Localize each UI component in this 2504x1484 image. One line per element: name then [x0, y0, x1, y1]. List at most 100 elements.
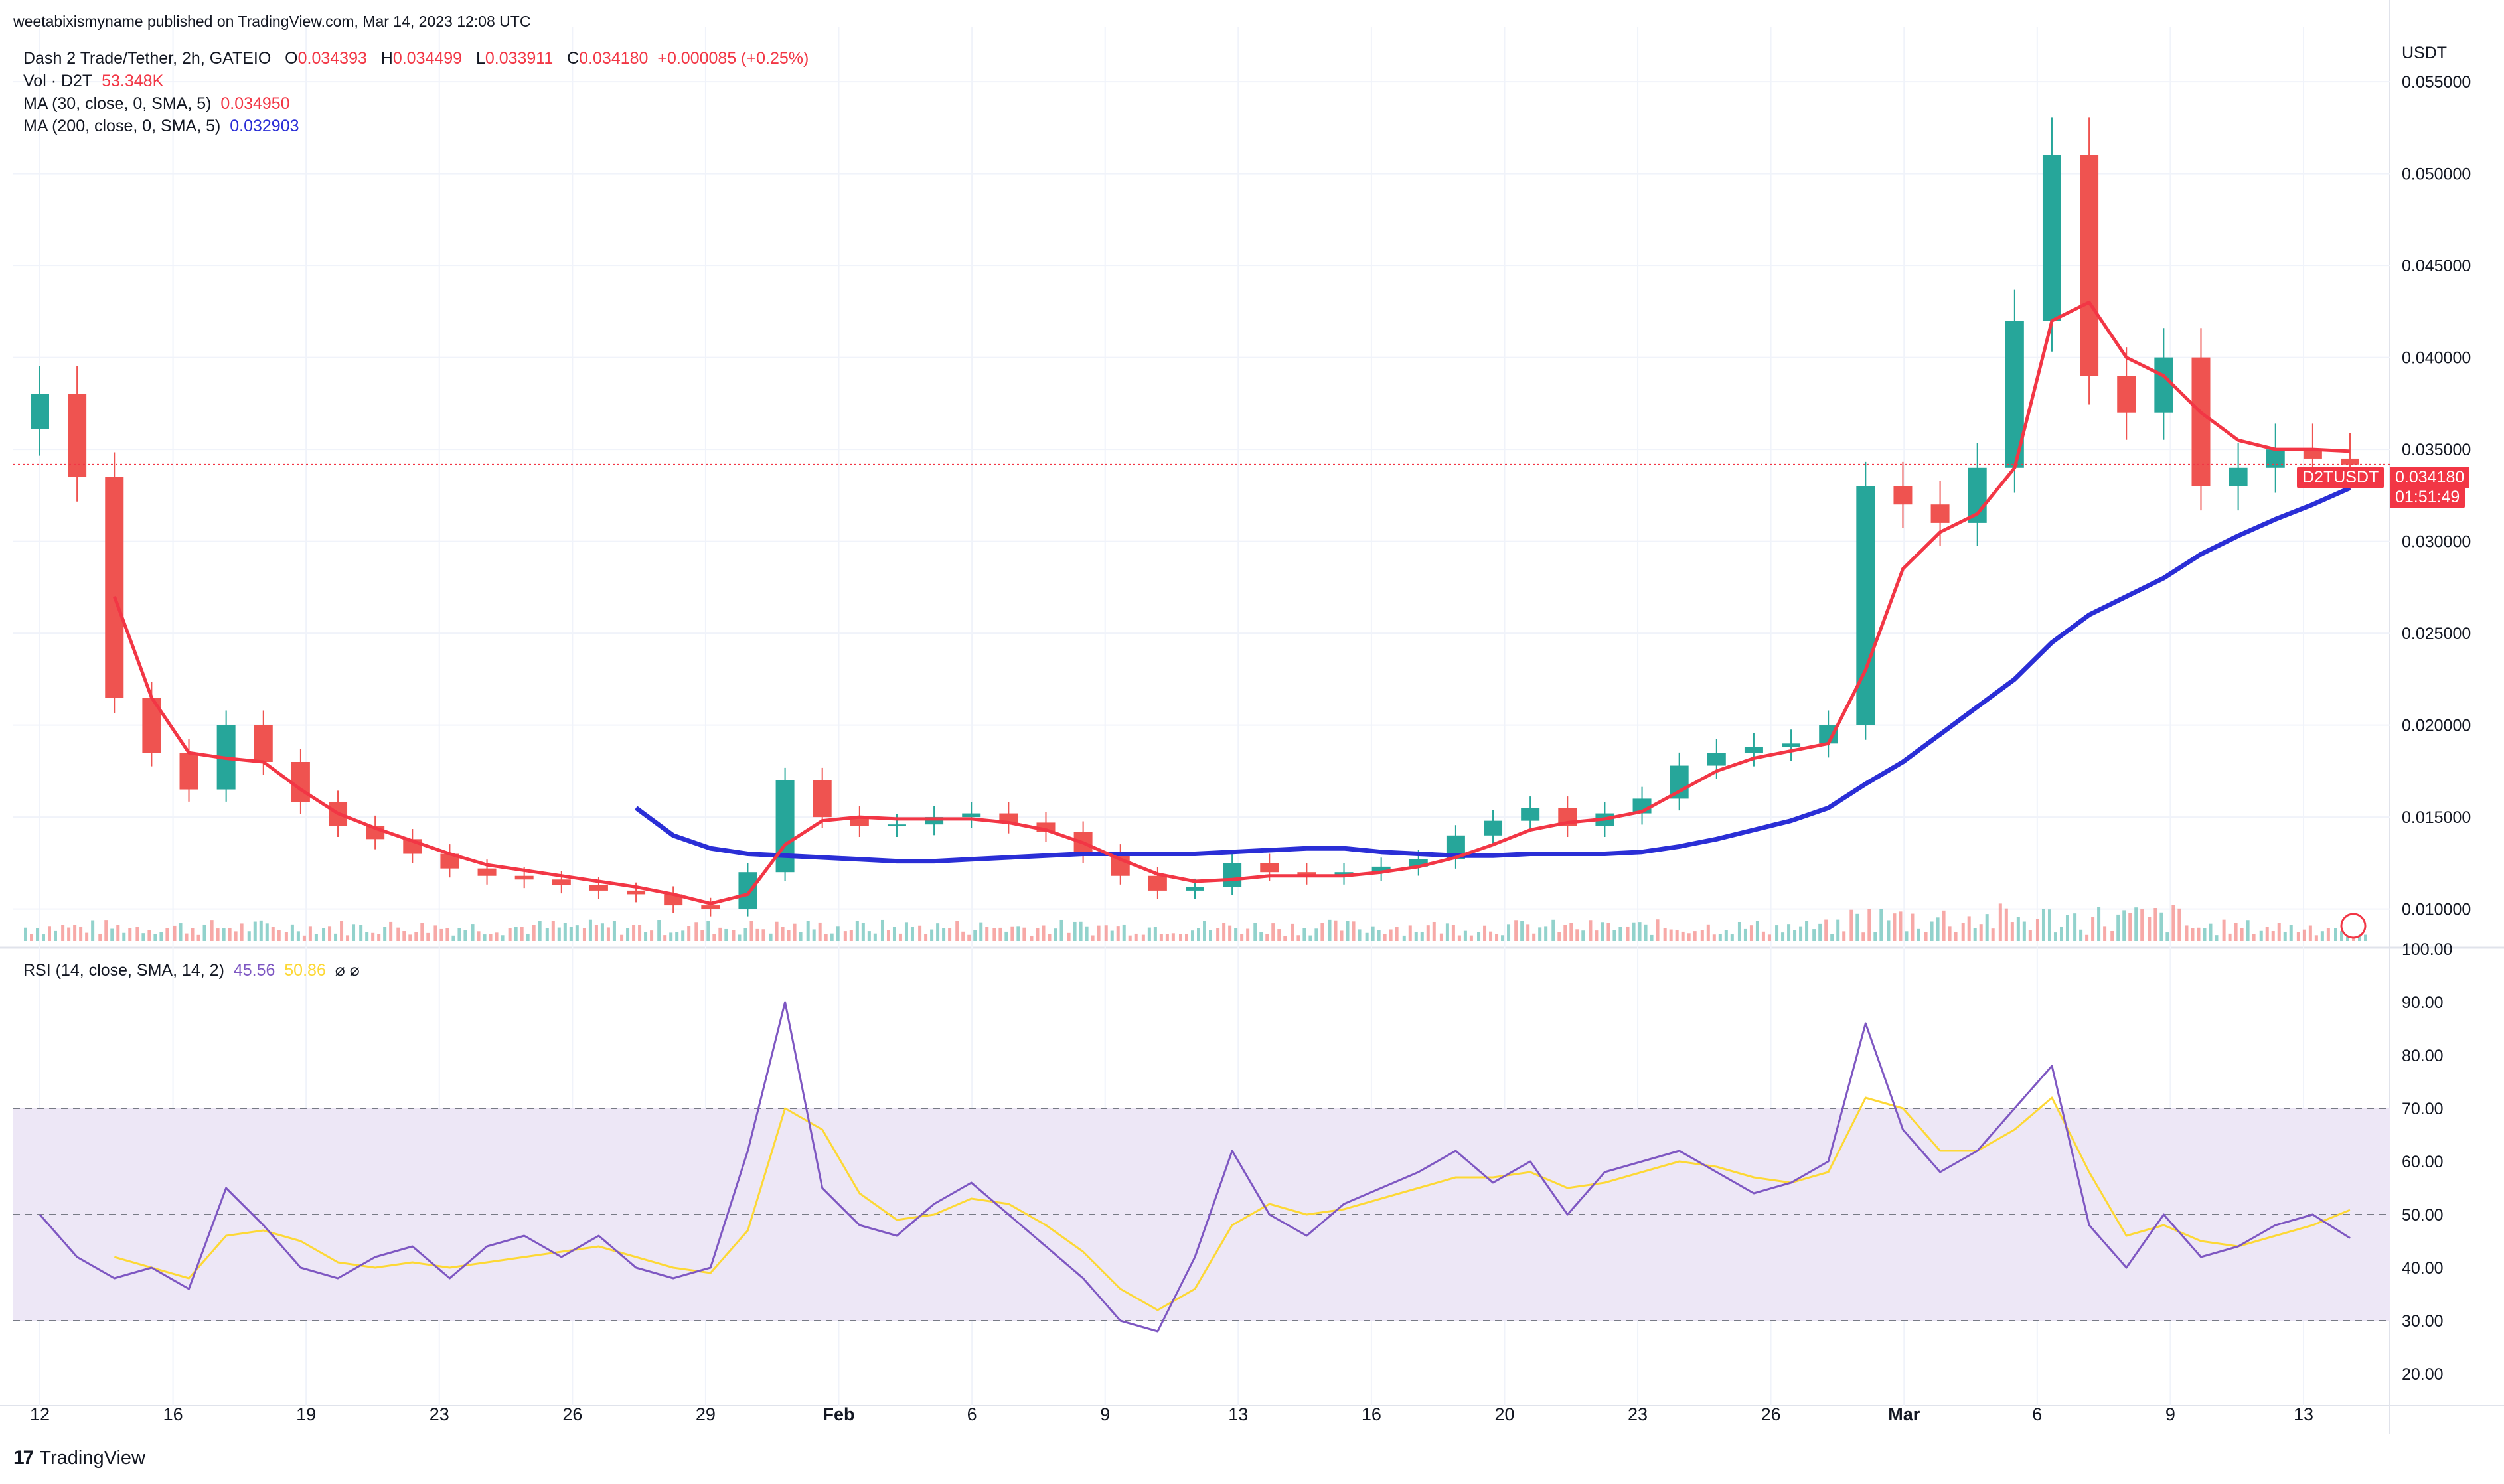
- volume-bar: [1489, 931, 1493, 941]
- volume-bar: [1824, 919, 1828, 941]
- time-tick-label: 12: [30, 1404, 50, 1424]
- volume-bar: [1887, 920, 1891, 941]
- volume-bar: [1445, 923, 1449, 941]
- volume-bar: [2203, 928, 2207, 941]
- rsi-ma-value: 50.86: [284, 961, 326, 980]
- visibility-icons[interactable]: ⌀ ⌀: [335, 961, 360, 980]
- volume-bar: [1563, 925, 1567, 941]
- volume-bar: [61, 925, 65, 941]
- current-price-tag: 0.034180: [2390, 467, 2470, 488]
- ohlc-low: 0.033911: [485, 49, 554, 68]
- volume-bar: [2148, 917, 2152, 941]
- volume-bar: [761, 929, 765, 941]
- candle-body: [440, 853, 459, 869]
- volume-bar: [638, 925, 642, 941]
- volume-bar: [79, 926, 83, 941]
- volume-value: 53.348K: [102, 72, 164, 90]
- volume-bar: [1097, 925, 1101, 941]
- volume-bar: [1532, 933, 1536, 941]
- volume-bar: [2116, 914, 2120, 941]
- ma200-legend: MA (200, close, 0, SMA, 5) 0.032903: [23, 117, 299, 135]
- rsi-tick-label: 60.00: [2402, 1153, 2444, 1171]
- volume-bar: [1128, 935, 1132, 941]
- volume-bar: [389, 921, 393, 941]
- volume-bar: [1334, 920, 1338, 941]
- volume-bar: [1246, 928, 1250, 941]
- volume-bar: [2302, 929, 2306, 941]
- volume-bar: [1328, 919, 1332, 941]
- volume-bar: [1575, 929, 1579, 941]
- volume-bar: [1036, 928, 1040, 941]
- volume-bar: [1924, 932, 1928, 941]
- volume-bar: [2185, 925, 2189, 941]
- candle-body: [1744, 747, 1763, 753]
- rsi-tick-label: 90.00: [2402, 994, 2444, 1012]
- volume-bar: [165, 928, 169, 941]
- candle-body: [1186, 887, 1204, 891]
- candle-body: [2154, 357, 2173, 413]
- volume-bar: [2222, 919, 2226, 941]
- volume-bar: [1054, 928, 1057, 941]
- time-tick-label: 20: [1494, 1404, 1514, 1424]
- brand-name: TradingView: [39, 1447, 145, 1469]
- volume-bar: [371, 932, 375, 941]
- volume-bar: [1893, 913, 1897, 941]
- volume-bar: [1761, 931, 1765, 941]
- volume-bar: [2364, 934, 2367, 941]
- volume-bar: [942, 928, 946, 941]
- volume-bar: [1787, 924, 1791, 941]
- volume-bar: [128, 928, 132, 941]
- volume-bar: [271, 927, 275, 941]
- volume-bar: [1439, 933, 1443, 941]
- volume-bar: [1967, 916, 1971, 941]
- volume-bar: [1812, 929, 1816, 941]
- volume-bar: [85, 932, 89, 941]
- symbol-price-tag: D2TUSDT: [2297, 467, 2385, 488]
- volume-bar: [247, 931, 251, 941]
- ohlc-close: 0.034180: [579, 49, 649, 68]
- volume-bar: [551, 921, 555, 941]
- volume-legend: Vol · D2T 53.348K: [23, 72, 164, 90]
- volume-bar: [1209, 930, 1212, 941]
- volume-bar: [191, 928, 195, 941]
- price-tick-label: 0.010000: [2402, 901, 2471, 919]
- volume-bar: [1942, 910, 1946, 941]
- volume-bar: [2085, 934, 2089, 941]
- volume-bar: [675, 932, 679, 941]
- published-header: weetabixismyname published on TradingVie…: [13, 13, 531, 30]
- volume-bar: [2252, 934, 2256, 941]
- volume-bar: [483, 934, 487, 941]
- volume-bar: [2103, 926, 2107, 941]
- volume-bar: [1426, 925, 1430, 941]
- volume-bar: [2320, 931, 2324, 941]
- volume-bar: [1606, 923, 1610, 941]
- volume-bar: [1551, 919, 1555, 941]
- candle-body: [627, 890, 646, 895]
- us-flag-icon: [2340, 913, 2367, 939]
- volume-bar: [1775, 925, 1779, 941]
- volume-bar: [2228, 933, 2232, 941]
- volume-bar: [538, 921, 542, 941]
- volume-bar: [632, 925, 636, 941]
- candle-body: [1484, 820, 1503, 836]
- volume-bar: [1595, 930, 1599, 941]
- volume-bar: [830, 933, 834, 941]
- volume-bar: [2073, 913, 2077, 941]
- volume-bar: [1116, 926, 1120, 941]
- price-tick-label: 0.040000: [2402, 349, 2471, 368]
- volume-bar: [1626, 926, 1630, 941]
- volume-bar: [457, 928, 461, 941]
- volume-bar: [755, 928, 759, 941]
- time-tick-label: 13: [2294, 1404, 2313, 1424]
- volume-bar: [1842, 931, 1846, 941]
- volume-bar: [1669, 929, 1673, 941]
- tradingview-logo[interactable]: 17 TradingView: [13, 1447, 145, 1469]
- volume-bar: [1463, 930, 1467, 941]
- candle-body: [1334, 872, 1354, 876]
- volume-bar: [706, 921, 710, 941]
- candle-body: [1148, 875, 1167, 891]
- volume-bar: [749, 921, 753, 941]
- volume-bar: [1693, 931, 1697, 941]
- candle-body: [2117, 376, 2136, 413]
